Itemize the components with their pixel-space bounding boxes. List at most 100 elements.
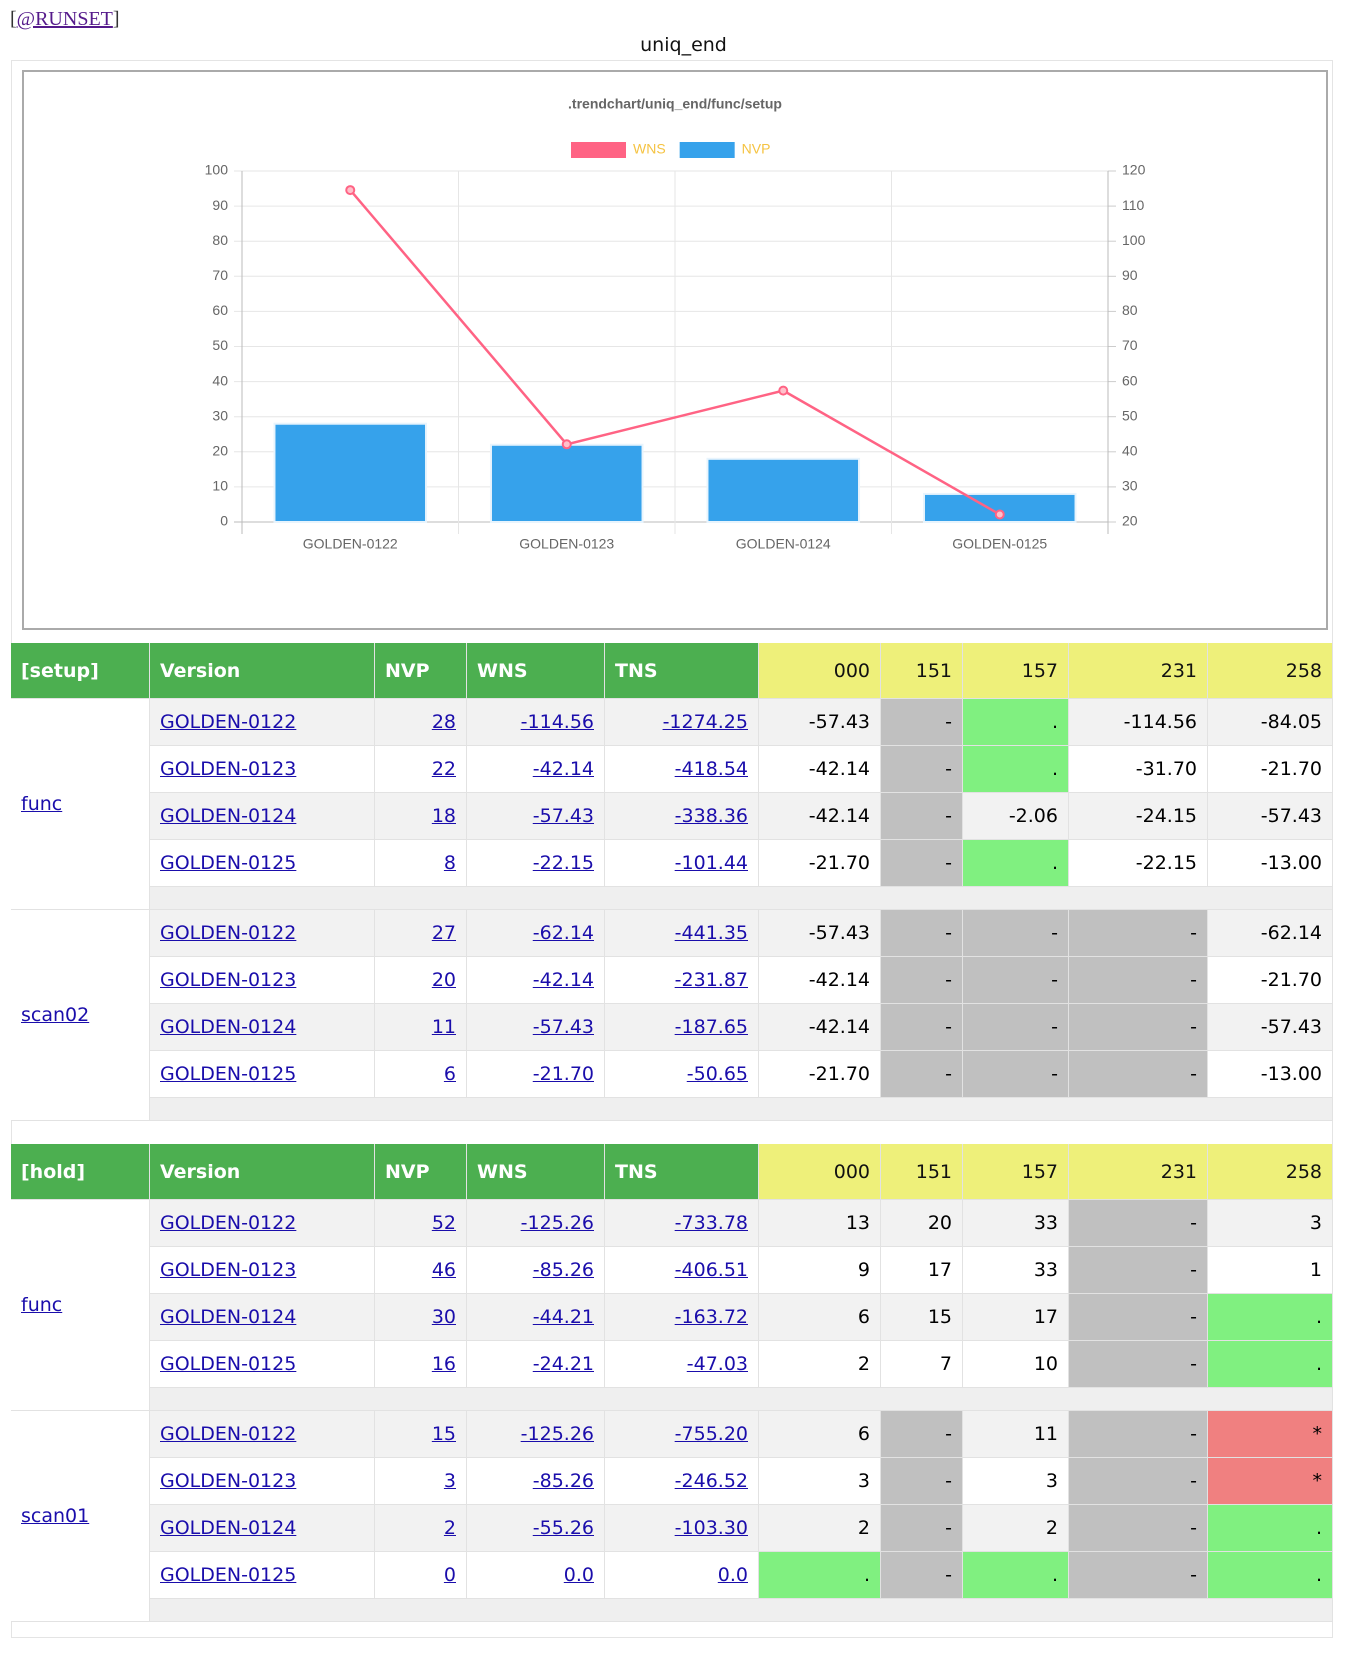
runset-link[interactable]: @RUNSET — [16, 8, 113, 30]
link[interactable]: GOLDEN-0122 — [160, 1212, 297, 1234]
table-cell: GOLDEN-0124 — [150, 1294, 375, 1341]
link[interactable]: -85.26 — [532, 1259, 594, 1281]
link[interactable]: -231.87 — [674, 969, 748, 991]
link[interactable]: -57.43 — [532, 1016, 594, 1038]
link[interactable]: GOLDEN-0124 — [160, 1016, 297, 1038]
table-cell: -418.54 — [605, 746, 759, 793]
link[interactable]: -733.78 — [674, 1212, 748, 1234]
link[interactable]: 8 — [443, 852, 456, 874]
link[interactable]: -55.26 — [532, 1517, 594, 1539]
link[interactable]: -57.43 — [532, 805, 594, 827]
link[interactable]: GOLDEN-0125 — [160, 1063, 297, 1085]
link[interactable]: GOLDEN-0122 — [160, 711, 297, 733]
link[interactable]: 0.0 — [563, 1564, 594, 1586]
link[interactable]: func — [21, 793, 63, 815]
link[interactable]: GOLDEN-0124 — [160, 1306, 297, 1328]
table-cell: -55.26 — [467, 1505, 605, 1552]
link[interactable]: func — [21, 1294, 63, 1316]
link[interactable]: -1274.25 — [662, 711, 748, 733]
cell-text: - — [1051, 969, 1058, 991]
link[interactable]: -125.26 — [520, 1423, 594, 1445]
link[interactable]: GOLDEN-0122 — [160, 922, 297, 944]
link[interactable]: 22 — [431, 758, 456, 780]
link[interactable]: -125.26 — [520, 1212, 594, 1234]
table-cell: 30 — [375, 1294, 467, 1341]
link[interactable]: GOLDEN-0123 — [160, 1470, 297, 1492]
link[interactable]: -406.51 — [674, 1259, 748, 1281]
cell-text: - — [1190, 1259, 1197, 1281]
link[interactable]: -163.72 — [674, 1306, 748, 1328]
link[interactable]: -21.70 — [532, 1063, 594, 1085]
link[interactable]: -101.44 — [674, 852, 748, 874]
link[interactable]: 2 — [443, 1517, 456, 1539]
link[interactable]: -338.36 — [674, 805, 748, 827]
link[interactable]: -187.65 — [674, 1016, 748, 1038]
link[interactable]: GOLDEN-0125 — [160, 852, 297, 874]
link[interactable]: -103.30 — [674, 1517, 748, 1539]
link[interactable]: 11 — [431, 1016, 456, 1038]
link[interactable]: -246.52 — [674, 1470, 748, 1492]
link[interactable]: GOLDEN-0123 — [160, 758, 297, 780]
link[interactable]: 27 — [431, 922, 456, 944]
table-cell: GOLDEN-0124 — [150, 793, 375, 840]
link[interactable]: -114.56 — [520, 711, 594, 733]
link[interactable]: 46 — [431, 1259, 456, 1281]
table-cell: 33 — [963, 1247, 1069, 1294]
link[interactable]: GOLDEN-0125 — [160, 1353, 297, 1375]
table-cell: GOLDEN-0125 — [150, 1341, 375, 1388]
link[interactable]: -47.03 — [686, 1353, 748, 1375]
link[interactable]: 6 — [443, 1063, 456, 1085]
link[interactable]: GOLDEN-0123 — [160, 969, 297, 991]
table-cell: 52 — [375, 1200, 467, 1247]
link[interactable]: -22.15 — [532, 852, 594, 874]
link[interactable]: -44.21 — [532, 1306, 594, 1328]
link[interactable]: GOLDEN-0123 — [160, 1259, 297, 1281]
link[interactable]: -42.14 — [532, 969, 594, 991]
cell-text: . — [1051, 711, 1058, 733]
link[interactable]: 0 — [443, 1564, 456, 1586]
table-cell: -13.00 — [1208, 840, 1333, 887]
link[interactable]: 18 — [431, 805, 456, 827]
link[interactable]: -418.54 — [674, 758, 748, 780]
link[interactable]: 28 — [431, 711, 456, 733]
link[interactable]: -42.14 — [532, 758, 594, 780]
link[interactable]: 16 — [431, 1353, 456, 1375]
table-cell: - — [1069, 910, 1208, 957]
cell-text: -22.15 — [1135, 852, 1197, 874]
cell-text: -84.05 — [1260, 711, 1322, 733]
cell-text: 33 — [1033, 1259, 1058, 1281]
link[interactable]: -441.35 — [674, 922, 748, 944]
link[interactable]: 15 — [431, 1423, 456, 1445]
cell-text: * — [1312, 1470, 1323, 1492]
link[interactable]: 3 — [443, 1470, 456, 1492]
table-cell: . — [1208, 1552, 1333, 1599]
link[interactable]: scan01 — [21, 1505, 90, 1527]
bar — [922, 492, 1077, 524]
link[interactable]: GOLDEN-0124 — [160, 805, 297, 827]
link[interactable]: scan02 — [21, 1004, 90, 1026]
link[interactable]: GOLDEN-0125 — [160, 1564, 297, 1586]
y2-tick-label: 90 — [1122, 267, 1138, 283]
link[interactable]: -24.21 — [532, 1353, 594, 1375]
link[interactable]: 0.0 — [717, 1564, 748, 1586]
link[interactable]: -85.26 — [532, 1470, 594, 1492]
y-tick-label: 100 — [205, 162, 229, 178]
bracket: [ — [10, 8, 17, 30]
cell-text: . — [1315, 1306, 1322, 1328]
bar — [489, 443, 644, 523]
table-cell: - — [881, 1552, 963, 1599]
table-cell: -85.26 — [467, 1247, 605, 1294]
cell-text: -42.14 — [808, 969, 870, 991]
link[interactable]: -50.65 — [686, 1063, 748, 1085]
link[interactable]: 52 — [431, 1212, 456, 1234]
link[interactable]: GOLDEN-0124 — [160, 1517, 297, 1539]
table-cell: -114.56 — [467, 699, 605, 746]
link[interactable]: -62.14 — [532, 922, 594, 944]
link[interactable]: GOLDEN-0122 — [160, 1423, 297, 1445]
cell-text: -42.14 — [808, 1016, 870, 1038]
table-cell: - — [1069, 1200, 1208, 1247]
link[interactable]: 30 — [431, 1306, 456, 1328]
link[interactable]: 20 — [431, 969, 456, 991]
y2-tick-label: 110 — [1122, 197, 1145, 213]
link[interactable]: -755.20 — [674, 1423, 748, 1445]
